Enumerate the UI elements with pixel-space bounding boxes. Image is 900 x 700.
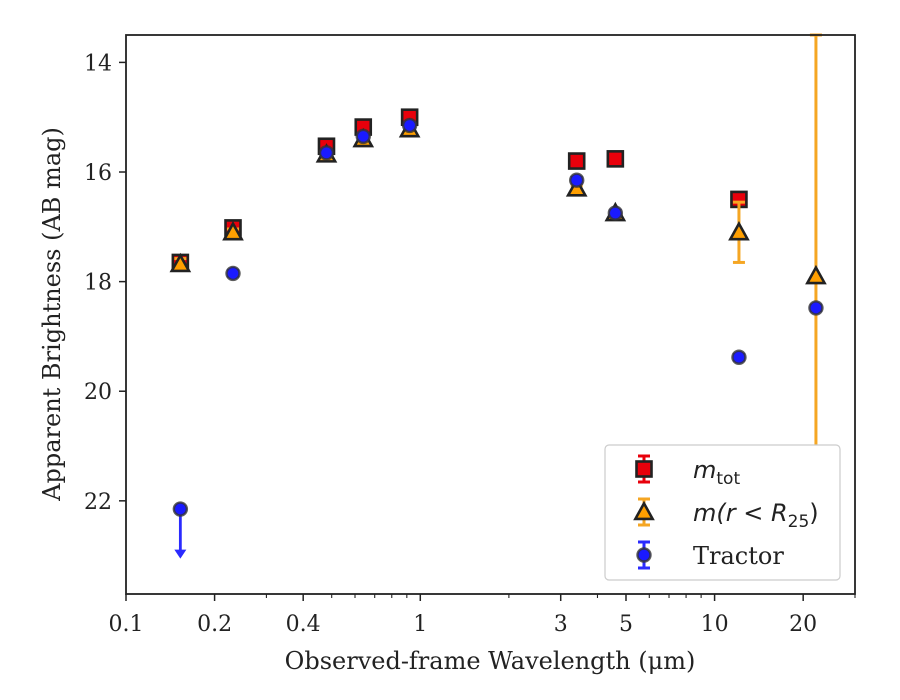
legend-label: Tractor [693, 542, 784, 570]
legend: mtot m(r < R25) Tractor [604, 444, 841, 581]
legend-marker [633, 500, 655, 521]
x-tick-label: 0.2 [197, 612, 232, 637]
legend-entry: Tractor [636, 540, 784, 570]
data-point [401, 117, 418, 134]
y-tick-label: 16 [84, 161, 112, 186]
arrow-head [174, 549, 187, 559]
x-tick-label: 3 [554, 612, 568, 637]
x-tick-label: 20 [789, 612, 817, 637]
data-point [808, 300, 824, 316]
x-axis-label: Observed-frame Wavelength (μm) [285, 647, 696, 675]
x-tick-label: 0.4 [286, 612, 321, 637]
legend-entry: m(r < R25) [633, 497, 819, 532]
y-axis: 14 16 18 20 22 [84, 51, 126, 515]
legend-label: m(r < R25) [693, 499, 819, 532]
y-axis-label: Apparent Brightness (AB mag) [38, 127, 66, 502]
x-tick-label: 0.1 [109, 612, 144, 637]
data-point [567, 152, 586, 170]
legend-marker [635, 460, 653, 478]
legend-box [604, 444, 841, 581]
data-point [172, 501, 189, 517]
data-point [607, 205, 624, 221]
legend-entry: mtot [635, 454, 740, 489]
plot-frame [125, 34, 856, 595]
x-axis: 0.1 0.2 0.4 1 3 5 10 20 [109, 594, 856, 637]
data-point [805, 264, 827, 285]
data-point [169, 252, 192, 273]
data-point [728, 220, 750, 241]
x-tick-label: 5 [619, 612, 633, 637]
series-1 [171, 108, 748, 272]
data-point [731, 349, 747, 365]
y-tick-label: 14 [84, 51, 112, 76]
y-tick-label: 18 [84, 271, 112, 296]
x-tick-label: 10 [701, 612, 729, 637]
data-point [606, 150, 625, 168]
x-tick-label: 1 [413, 612, 427, 637]
data-point [222, 220, 244, 241]
data-point [318, 145, 335, 161]
legend-label: mtot [693, 456, 740, 489]
y-tick-label: 20 [84, 380, 112, 405]
data-point [355, 128, 371, 145]
legend-marker [636, 547, 652, 563]
series-3 [172, 117, 824, 559]
data-point [225, 265, 241, 282]
y-tick-label: 22 [84, 490, 112, 515]
data-point [569, 172, 585, 188]
